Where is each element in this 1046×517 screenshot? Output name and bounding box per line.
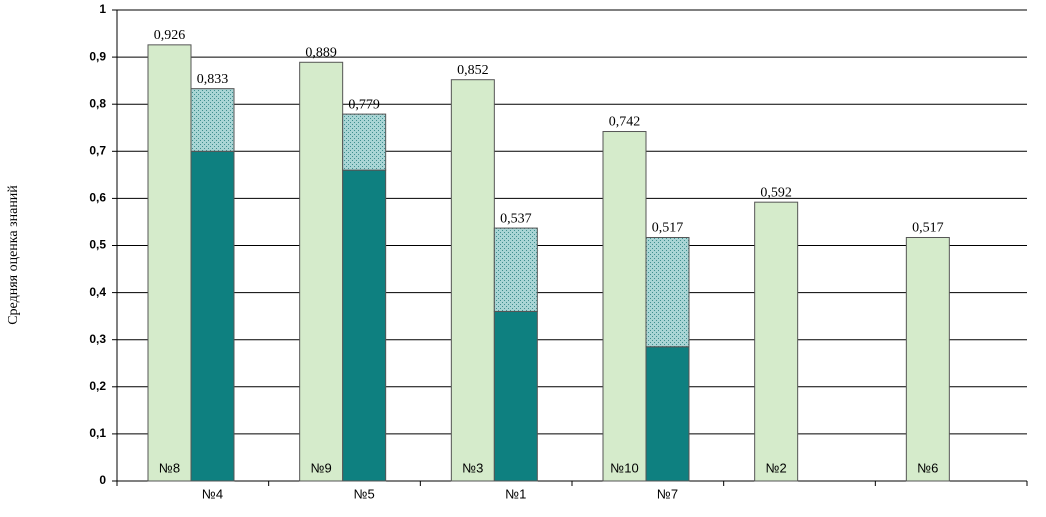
value-label: 0,889 bbox=[305, 45, 337, 60]
total-label: 0,537 bbox=[500, 211, 532, 226]
total-label: 0,779 bbox=[348, 97, 380, 112]
total-label: 0,517 bbox=[652, 221, 684, 236]
value-label: 0,742 bbox=[609, 115, 641, 130]
value-label: 0,926 bbox=[154, 28, 186, 43]
stack-top bbox=[493, 227, 538, 312]
stack-top bbox=[190, 88, 235, 152]
bar bbox=[905, 236, 950, 482]
bar bbox=[602, 131, 647, 482]
x-tick-label: №7 bbox=[657, 486, 678, 501]
bar-label: №8 bbox=[159, 460, 180, 475]
value-label: 0,517 bbox=[912, 221, 944, 236]
x-tick-label: №5 bbox=[354, 486, 375, 501]
y-tick-label: 0,4 bbox=[89, 285, 106, 299]
y-tick-label: 0,5 bbox=[89, 238, 106, 252]
stack-bottom bbox=[190, 150, 235, 482]
x-tick-label: №1 bbox=[505, 486, 526, 501]
total-label: 0,833 bbox=[197, 72, 229, 87]
y-tick-label: 0,8 bbox=[89, 96, 106, 110]
y-tick-label: 0,6 bbox=[89, 191, 106, 205]
y-tick-label: 0 bbox=[99, 473, 106, 487]
bar-label: №9 bbox=[311, 460, 332, 475]
x-tick-label: №4 bbox=[202, 486, 223, 501]
y-tick-label: 0,2 bbox=[89, 379, 106, 393]
bar-label: №6 bbox=[917, 460, 938, 475]
y-tick-label: 0,9 bbox=[89, 49, 106, 63]
stack-bottom bbox=[645, 346, 690, 482]
stack-top bbox=[645, 236, 690, 348]
y-tick-label: 0,1 bbox=[89, 426, 106, 440]
y-tick-label: 1 bbox=[99, 2, 106, 16]
y-tick-label: 0,7 bbox=[89, 143, 106, 157]
stack-top bbox=[342, 113, 387, 171]
bar bbox=[450, 79, 495, 482]
bar-label: №3 bbox=[462, 460, 483, 475]
bar-label: №10 bbox=[610, 460, 638, 475]
value-label: 0,852 bbox=[457, 63, 489, 78]
y-tick-label: 0,3 bbox=[89, 332, 106, 346]
bar bbox=[754, 201, 799, 482]
value-label: 0,592 bbox=[760, 185, 792, 200]
stack-bottom bbox=[342, 169, 387, 482]
bar bbox=[299, 61, 344, 482]
bar-label: №2 bbox=[766, 460, 787, 475]
y-axis-title: Средняя оценка знаний bbox=[6, 185, 21, 325]
stack-bottom bbox=[493, 310, 538, 482]
bar bbox=[147, 44, 192, 482]
